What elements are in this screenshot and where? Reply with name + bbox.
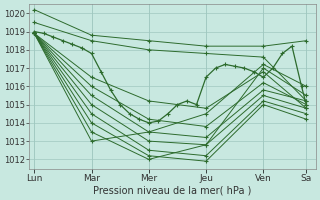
X-axis label: Pression niveau de la mer( hPa ): Pression niveau de la mer( hPa ) — [93, 186, 252, 196]
